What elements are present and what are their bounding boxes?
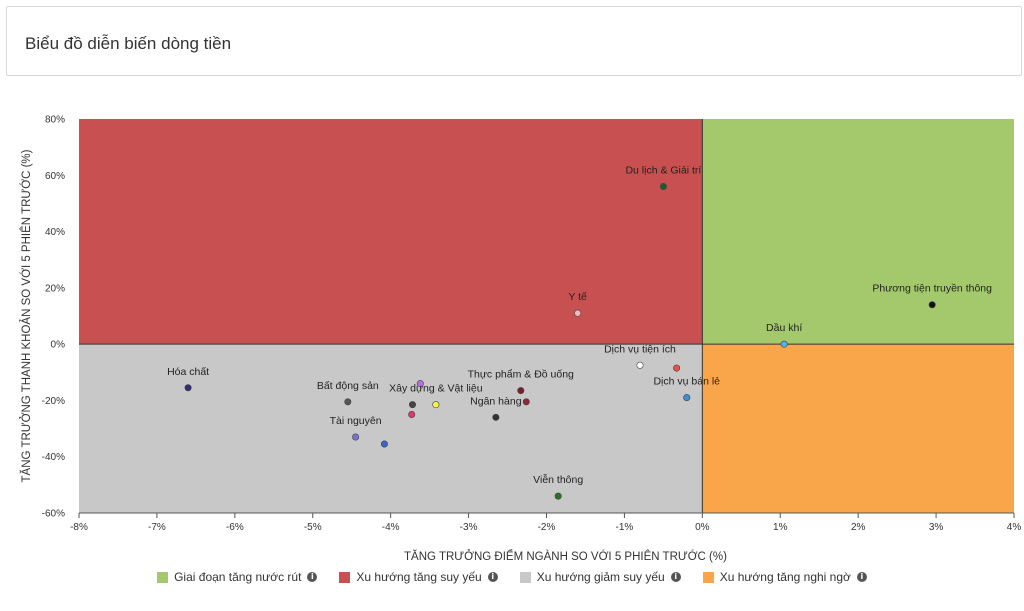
legend-item-weak-up[interactable]: Xu hướng tăng suy yếu i (339, 570, 498, 584)
y-tick-label: -20% (42, 396, 65, 407)
data-point (683, 394, 691, 402)
data-point (673, 364, 681, 372)
data-point (184, 384, 192, 392)
x-tick-label: -7% (148, 522, 166, 533)
legend-label: Xu hướng giảm suy yếu (536, 570, 665, 584)
legend-label: Xu hướng tăng nghi ngờ (719, 570, 851, 584)
y-axis-title: TĂNG TRƯỞNG THANH KHOẢN SO VỚI 5 PHIÊN T… (20, 149, 33, 482)
data-point-label: Dịch vụ bán lẻ (653, 376, 720, 388)
quadrant-bottom-left (79, 344, 703, 513)
data-point-label: Y tế (568, 291, 587, 303)
legend-item-sprint[interactable]: Giai đoạn tăng nước rút i (157, 570, 318, 584)
chart-legend: Giai đoạn tăng nước rút i Xu hướng tăng … (0, 570, 1024, 584)
x-tick-label: -1% (616, 522, 634, 533)
quadrant-bottom-right (702, 344, 1014, 513)
data-point (492, 413, 500, 421)
info-icon[interactable]: i (487, 572, 498, 582)
x-tick-label: -4% (382, 522, 400, 533)
legend-item-weak-down[interactable]: Xu hướng giảm suy yếu i (519, 570, 681, 584)
legend-swatch (157, 571, 169, 583)
data-point (408, 401, 416, 409)
x-tick-label: 3% (929, 522, 944, 533)
data-point (522, 398, 530, 406)
legend-label: Xu hướng tăng suy yếu (356, 570, 482, 584)
data-point (554, 492, 562, 500)
data-point-label: Dầu khí (766, 322, 802, 334)
quadrant-top-right (702, 119, 1014, 345)
data-point-label: Thực phẩm & Đồ uống (468, 369, 574, 381)
y-tick-label: 0% (51, 340, 66, 351)
data-point-label: Ngân hàng (470, 395, 522, 407)
legend-label: Giai đoạn tăng nước rút (174, 570, 302, 584)
info-icon[interactable]: i (307, 572, 318, 582)
legend-item-doubtful-up[interactable]: Xu hướng tăng nghi ngờ i (702, 570, 867, 584)
x-tick-label: 1% (773, 522, 788, 533)
y-tick-label: 60% (45, 171, 65, 182)
x-tick-label: 2% (851, 522, 866, 533)
data-point (659, 183, 667, 191)
data-point (408, 410, 416, 418)
y-tick-label: -60% (42, 509, 65, 520)
data-point-label: Tài nguyên (330, 415, 382, 427)
x-tick-label: -5% (304, 522, 322, 533)
y-tick-label: 80% (45, 115, 65, 126)
x-tick-label: -6% (226, 522, 244, 533)
info-icon[interactable]: i (670, 572, 681, 582)
chart-header-card: Biểu đồ diễn biến dòng tiền (6, 6, 1022, 76)
quadrant-top-left (79, 119, 703, 345)
data-point (380, 440, 388, 448)
info-icon[interactable]: i (856, 572, 867, 582)
data-point (517, 387, 525, 395)
data-point-label: Du lịch & Giải trí (625, 165, 701, 177)
x-tick-label: -2% (538, 522, 556, 533)
data-point (344, 398, 352, 406)
data-point (928, 301, 936, 309)
y-tick-label: -40% (42, 452, 65, 463)
chart-title: Biểu đồ diễn biến dòng tiền (25, 34, 232, 53)
x-tick-label: -8% (70, 522, 88, 533)
data-point-label: Xây dựng & Vật liệu (389, 383, 483, 395)
data-point-label: Bất động sản (317, 380, 379, 392)
x-tick-label: -3% (460, 522, 478, 533)
data-point-label: Phương tiện truyền thông (872, 283, 992, 295)
legend-swatch (702, 571, 714, 583)
x-axis-title: TĂNG TRƯỞNG ĐIỂM NGÀNH SO VỚI 5 PHIÊN TR… (404, 550, 727, 563)
data-point (780, 340, 788, 348)
data-point (352, 433, 360, 441)
legend-swatch (339, 571, 351, 583)
data-point (416, 380, 424, 388)
y-tick-label: 40% (45, 227, 65, 238)
data-point (574, 309, 582, 317)
y-tick-label: 20% (45, 283, 65, 294)
legend-swatch (519, 571, 531, 583)
data-point (636, 361, 644, 369)
x-tick-label: 0% (695, 522, 710, 533)
data-point-label: Viễn thông (533, 473, 583, 486)
data-point-label: Dịch vụ tiện ích (604, 343, 676, 355)
x-tick-label: 4% (1007, 522, 1022, 533)
data-point-label: Hóa chất (167, 366, 209, 378)
data-point (432, 401, 440, 409)
